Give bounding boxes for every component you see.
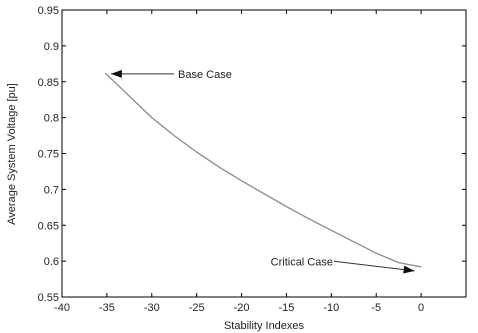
annotation-arrow-head	[403, 265, 415, 274]
x-tick-label: -25	[189, 302, 205, 314]
y-tick-label: 0.75	[38, 149, 59, 161]
annotation-label: Base Case	[178, 69, 232, 81]
y-tick-label: 0.85	[38, 77, 59, 89]
y-axis-title: Average System Voltage [pu]	[6, 83, 18, 225]
y-tick-label: 0.8	[44, 113, 59, 125]
y-tick-labels: 0.55 0.6 0.65 0.7 0.75 0.8 0.85 0.9 0.95	[38, 5, 59, 304]
plot-frame	[61, 9, 467, 298]
x-tick-label: -10	[323, 302, 339, 314]
y-tick-label: 0.9	[44, 41, 59, 53]
x-tick-label: -40	[54, 302, 70, 314]
annotation-arrow-head	[110, 69, 122, 78]
x-axis-title: Stability Indexes	[224, 320, 305, 332]
series-layer	[104, 72, 422, 268]
y-tick-label: 0.65	[38, 220, 59, 232]
annotation-arrow-shaft	[333, 260, 415, 272]
x-tick-label: -15	[278, 302, 294, 314]
x-tick-label: -20	[234, 302, 250, 314]
x-tick-label: -5	[371, 302, 381, 314]
y-tick-label: 0.6	[44, 256, 59, 268]
x-tick-label: -30	[144, 302, 160, 314]
x-tick-label: -35	[99, 302, 115, 314]
series-line	[104, 72, 422, 268]
y-tick-label: 0.7	[44, 184, 59, 196]
x-tick-label: 0	[418, 302, 424, 314]
x-tick-labels: -40 -35 -30 -25 -20 -15 -10 -5 0	[54, 302, 424, 314]
axis-ticks	[61, 9, 466, 298]
annotation-layer: Base Case Critical Case	[110, 69, 415, 274]
y-tick-label: 0.95	[38, 5, 59, 17]
annotation-label: Critical Case	[271, 256, 333, 268]
y-tick-label: 0.55	[38, 292, 59, 304]
